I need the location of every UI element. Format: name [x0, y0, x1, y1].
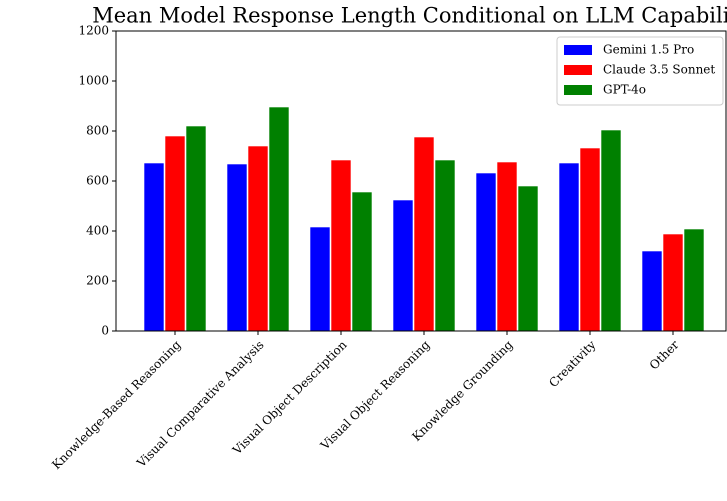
bar [351, 191, 373, 332]
y-tick-label: 800 [86, 124, 109, 138]
legend-swatch [564, 85, 592, 95]
bar [517, 185, 539, 332]
bar [641, 250, 663, 332]
legend-box [556, 36, 724, 106]
y-tick-label: 1000 [78, 74, 109, 88]
bar [330, 159, 352, 332]
bar [309, 226, 331, 332]
x-tick-label: Knowledge-Based Reasoning [49, 337, 184, 472]
y-tick-label: 1200 [78, 24, 109, 38]
bar [268, 106, 290, 332]
legend-label: Claude 3.5 Sonnet [603, 63, 715, 77]
bar [600, 129, 622, 332]
y-tick-label: 200 [86, 274, 109, 288]
axes-frame [115, 30, 727, 332]
x-tick-label: Other [647, 338, 682, 373]
bar [164, 135, 186, 332]
bar [579, 147, 601, 332]
bar [413, 136, 435, 332]
bar [496, 161, 518, 332]
bar [558, 162, 580, 332]
bar [392, 199, 414, 332]
bar [143, 162, 165, 332]
y-tick-label: 0 [101, 324, 109, 338]
x-tick-label: Creativity [546, 338, 599, 391]
y-tick-label: 400 [86, 224, 109, 238]
legend-swatch [564, 65, 592, 75]
bar [475, 172, 497, 332]
y-tick-label: 600 [86, 174, 109, 188]
bar [662, 233, 684, 332]
chart-title: Mean Model Response Length Conditional o… [92, 4, 727, 28]
legend-swatch [564, 45, 592, 55]
legend-label: GPT-4o [603, 83, 646, 97]
bar [683, 228, 705, 332]
bar [226, 163, 248, 332]
bar [247, 145, 269, 332]
legend-label: Gemini 1.5 Pro [603, 43, 694, 57]
bar [434, 159, 456, 332]
bar [185, 125, 207, 332]
